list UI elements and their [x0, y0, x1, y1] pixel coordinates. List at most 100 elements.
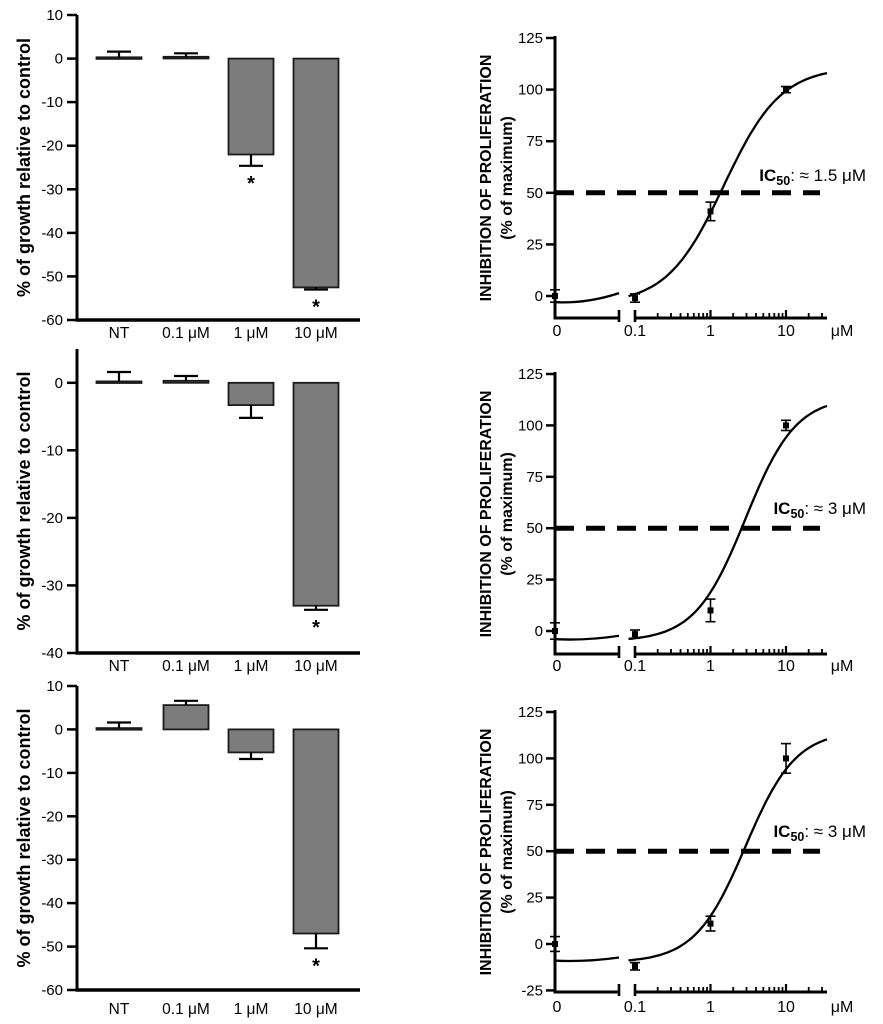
- y-tick-label: -60: [41, 982, 63, 999]
- y-tick-label: -30: [41, 181, 63, 198]
- x-tick-label: 10: [777, 658, 795, 675]
- y-tick-label: -50: [41, 268, 63, 285]
- y-tick-label: 125: [518, 704, 543, 721]
- error-bar-10 μM: [304, 933, 328, 950]
- x-category-label: 10 μM: [294, 1001, 337, 1018]
- data-point-10uM: [783, 422, 789, 429]
- y-tick-label: -50: [41, 939, 63, 956]
- bar-NT: [95, 727, 143, 731]
- y-tick-label: 0: [535, 288, 543, 305]
- y-tick-label: 100: [518, 417, 543, 434]
- data-point-1uM: [707, 607, 714, 614]
- y-tick-label: -10: [41, 765, 63, 782]
- growth-bar-2-svg: % of growth relative to control * 0 -10 -20 -…: [14, 349, 360, 675]
- error-bar-NT: [107, 370, 131, 382]
- data-point-1uM: [707, 208, 714, 215]
- data-point-10uM: [783, 755, 789, 762]
- x-category-label: NT: [109, 1001, 130, 1018]
- ic50-annotation: IC50: ≈ 3 μM: [773, 822, 866, 844]
- error-bar-1 μM: [239, 405, 263, 420]
- data-point-0.1uM: [632, 631, 638, 638]
- y-tick-label: 25: [526, 236, 543, 253]
- bar-10 μM: [292, 57, 340, 289]
- x-tick-label: 0: [553, 323, 562, 340]
- error-bar-1 μM: [239, 752, 263, 761]
- error-bar-NT: [107, 50, 131, 58]
- dose-response-3-svg: INHIBITION OF PROLIFERATION (% of maximum…: [478, 704, 866, 1016]
- y-tick-label: -60: [41, 312, 63, 329]
- bar-10 μM: [292, 381, 340, 607]
- y-axis-title: % of growth relative to control: [14, 371, 34, 630]
- y-tick-label: 75: [526, 797, 543, 814]
- x-tick-label: 0.1: [624, 999, 646, 1016]
- y-tick-label: -20: [41, 138, 63, 155]
- bar-1 μM: [227, 728, 275, 754]
- panel-growth-bar-middle-left: % of growth relative to control * 0 -10 -20 -…: [0, 345, 440, 680]
- y-tick-label: -10: [41, 94, 63, 111]
- panel-growth-bar-top-left: % of growth relative to control * * 10 0 -10 -…: [0, 0, 440, 345]
- x-category-label: 1 μM: [234, 658, 269, 675]
- error-bar-10 μM: [304, 287, 328, 291]
- x-tick-label: 0: [553, 658, 562, 675]
- x-category-label: NT: [109, 658, 130, 675]
- y-tick-label: 100: [518, 750, 543, 767]
- y-tick-label: 25: [526, 890, 543, 907]
- x-tick-label: 10: [777, 323, 795, 340]
- bar-0.1 μM: [162, 55, 210, 60]
- y-tick-label: -40: [41, 895, 63, 912]
- y-tick-label: 50: [526, 520, 543, 537]
- bar-10 μM: [292, 728, 340, 935]
- y-axis-title: % of growth relative to control: [14, 708, 34, 967]
- y-axis-title: % of growth relative to control: [14, 38, 34, 297]
- x-category-label: 10 μM: [294, 658, 337, 675]
- y-tick-label: -40: [41, 645, 63, 662]
- x-unit-label: μM: [831, 999, 854, 1016]
- y-tick-label: 100: [518, 82, 543, 99]
- y-axis-title-line2: (% of maximum): [499, 116, 516, 240]
- bar-1 μM: [227, 57, 275, 156]
- dose-response-1-svg: INHIBITION OF PROLIFERATION (% of maximum…: [478, 30, 866, 340]
- dose-response-2-svg: INHIBITION OF PROLIFERATION (% of maximum…: [478, 366, 866, 675]
- error-bar-0.1 μM: [174, 374, 198, 381]
- x-unit-label: μM: [831, 323, 854, 340]
- y-tick-label: 0: [55, 51, 63, 68]
- y-tick-label: -20: [41, 510, 63, 527]
- panel-dose-response-bottom-right: INHIBITION OF PROLIFERATION (% of maximum…: [440, 680, 883, 1024]
- axes: [553, 36, 827, 320]
- y-axis-title-line1: INHIBITION OF PROLIFERATION: [478, 729, 495, 976]
- x-tick-label: 1: [706, 323, 715, 340]
- y-axis-title-line1: INHIBITION OF PROLIFERATION: [478, 55, 495, 302]
- fit-curve: [628, 738, 828, 962]
- axes: [75, 686, 360, 992]
- ic50-annotation: IC50: ≈ 1.5 μM: [759, 166, 866, 188]
- bar-NT: [95, 380, 143, 384]
- data-point-0.1uM: [632, 963, 638, 970]
- y-tick-label: 0: [535, 936, 543, 953]
- error-bar-0.1 μM: [174, 52, 198, 57]
- x-category-label: 0.1 μM: [162, 658, 210, 675]
- data-point-0.1uM: [632, 295, 638, 302]
- y-tick-label: -25: [521, 982, 543, 999]
- fit-curve-left-segment: [555, 956, 620, 963]
- significance-asterisk: *: [247, 173, 255, 195]
- y-tick-label: -20: [41, 808, 63, 825]
- y-tick-label: 25: [526, 572, 543, 589]
- growth-bar-3-svg: % of growth relative to control * 10 0 -10 -2…: [14, 678, 360, 1018]
- y-tick-label: -40: [41, 225, 63, 242]
- bar-NT: [95, 56, 143, 60]
- error-bar-0.1 μM: [174, 699, 198, 706]
- y-tick-label: 50: [526, 185, 543, 202]
- fit-curve: [628, 71, 828, 298]
- y-tick-label: 0: [535, 623, 543, 640]
- x-category-label: NT: [109, 325, 130, 342]
- y-tick-label: 125: [518, 30, 543, 47]
- y-tick-label: 10: [46, 680, 63, 695]
- fit-curve-left-segment: [555, 634, 620, 641]
- x-unit-label: μM: [831, 658, 854, 675]
- ic50-annotation: IC50: ≈ 3 μM: [773, 499, 866, 521]
- axes: [75, 15, 360, 322]
- y-tick-label: -10: [41, 442, 63, 459]
- y-tick-label: -30: [41, 577, 63, 594]
- x-tick-label: 10: [777, 999, 795, 1016]
